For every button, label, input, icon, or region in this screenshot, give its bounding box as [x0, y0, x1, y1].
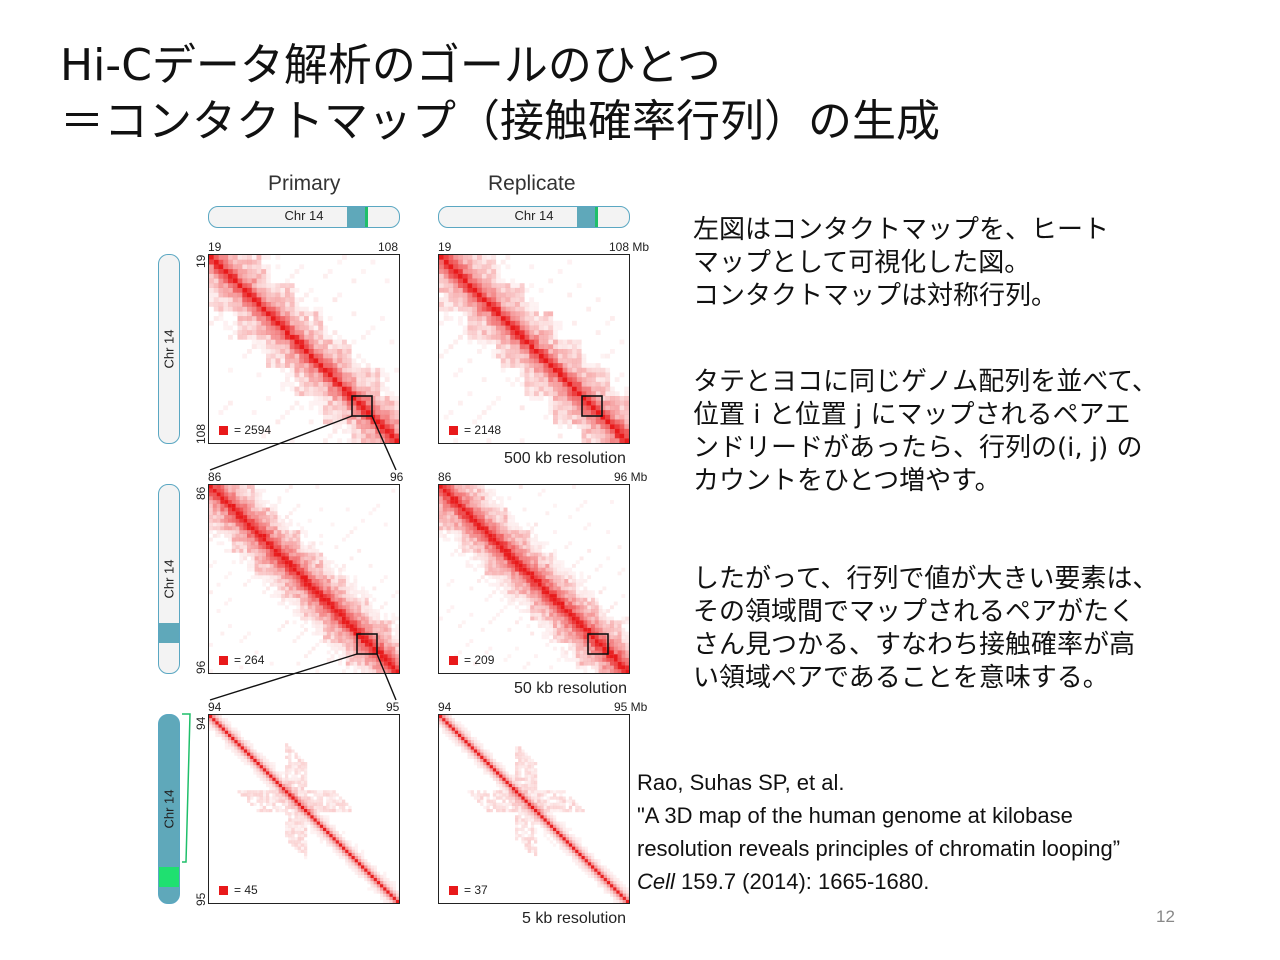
heatmap-texture: [439, 485, 629, 673]
row1-vertical-chr-label: Chr 14: [161, 329, 177, 369]
row1-primary-x-start: 19: [208, 240, 222, 254]
heatmap-texture: [209, 715, 399, 903]
heatmap-legend: = 37: [449, 883, 488, 897]
resolution-label-500kb: 500 kb resolution: [504, 450, 626, 467]
heatmap-replicate-500kb: = 2148: [438, 254, 630, 444]
heatmap-replicate-5kb: = 37: [438, 714, 630, 904]
row2-primary-x-start: 86: [208, 470, 222, 484]
heatmap-legend: = 45: [219, 883, 258, 897]
explanation-paragraph-1: 左図はコンタクトマップを、ヒート マップとして可視化した図。 コンタクトマップは…: [693, 215, 1110, 311]
resolution-label-5kb: 5 kb resolution: [522, 910, 627, 927]
replicate-chr-label: Chr 14: [514, 208, 554, 223]
row2-replicate-x-end: 96 Mb: [614, 470, 648, 484]
row2-vertical-chr-label: Chr 14: [161, 559, 177, 599]
row2-primary-x-end: 96: [390, 470, 404, 484]
heatmap-texture: [439, 715, 629, 903]
primary-chromosome-bar: Chr 14: [208, 206, 400, 228]
replicate-chromosome-bar: Chr 14: [438, 206, 630, 228]
slide-title-line2: ＝コンタクトマップ（接触確率行列）の生成: [60, 96, 940, 147]
row1-y-start: 19: [194, 254, 208, 268]
heatmap-texture: [209, 485, 399, 673]
heatmap-primary-500kb: = 2594: [208, 254, 400, 444]
primary-chr-label: Chr 14: [284, 208, 324, 223]
row3-primary-x-end: 95: [386, 700, 400, 714]
heatmap-primary-5kb: = 45: [208, 714, 400, 904]
row1-primary-x-end: 108: [378, 240, 399, 254]
row3-y-start: 94: [194, 716, 208, 730]
heatmap-legend: = 2148: [449, 423, 501, 437]
row2-y-end: 96: [194, 660, 208, 674]
replicate-title: Replicate: [488, 172, 576, 195]
row3-vertical-chromosome-bar: Chr 14: [158, 714, 180, 904]
row1-y-end: 108: [194, 423, 208, 444]
row3-primary-x-start: 94: [208, 700, 222, 714]
heatmap-replicate-50kb: = 209: [438, 484, 630, 674]
citation: Rao, Suhas SP, et al. "A 3D map of the h…: [637, 770, 1121, 894]
row3-replicate-x-end: 95 Mb: [614, 700, 648, 714]
row1-vertical-chromosome-bar: Chr 14: [158, 254, 180, 444]
row2-replicate-x-start: 86: [438, 470, 452, 484]
primary-title: Primary: [268, 172, 341, 195]
heatmap-legend: = 264: [219, 653, 264, 667]
explanation-paragraph-2: タテとヨコに同じゲノム配列を並べて、 位置 i と位置 j にマップされるペアエ…: [693, 367, 1158, 496]
row1-replicate-x-start: 19: [438, 240, 452, 254]
row1-replicate-x-end: 108 Mb: [609, 240, 650, 254]
row3-vertical-chr-label: Chr 14: [161, 789, 177, 829]
heatmap-texture: [439, 255, 629, 443]
heatmap-legend: = 209: [449, 653, 494, 667]
row2-y-start: 86: [194, 486, 208, 500]
row3-y-end: 95: [194, 892, 208, 906]
heatmap-primary-50kb: = 264: [208, 484, 400, 674]
row2-vertical-chromosome-bar: Chr 14: [158, 484, 180, 674]
slide-title-line1: Hi-Cデータ解析のゴールのひとつ: [60, 40, 721, 91]
page-number: 12: [1156, 907, 1175, 926]
resolution-label-50kb: 50 kb resolution: [514, 680, 627, 697]
heatmap-legend: = 2594: [219, 423, 271, 437]
explanation-paragraph-3: したがって、行列で値が大きい要素は、 その領域間でマップされるペアがたく さん見…: [693, 564, 1159, 693]
row3-replicate-x-start: 94: [438, 700, 452, 714]
heatmap-texture: [209, 255, 399, 443]
